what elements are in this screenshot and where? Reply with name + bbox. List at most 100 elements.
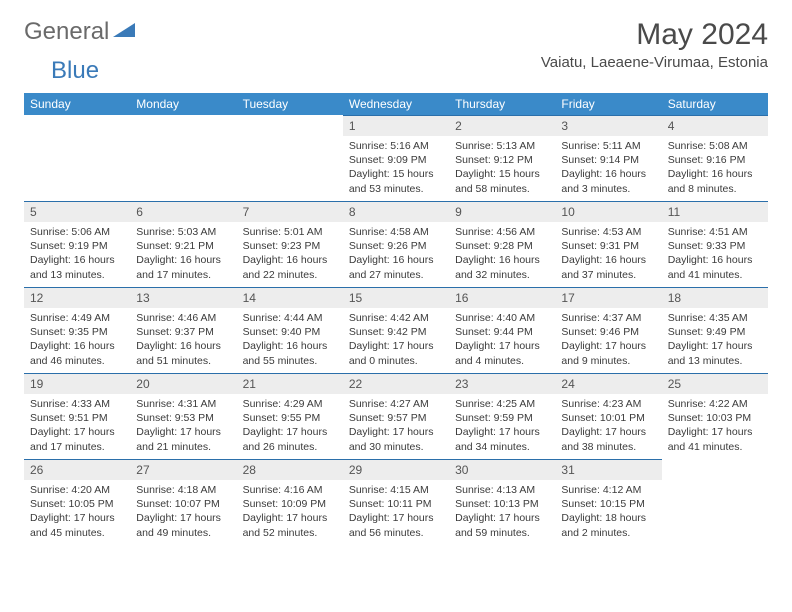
day-number: 15 [343, 287, 449, 308]
weekday-header: Sunday [24, 93, 130, 115]
day-number: 16 [449, 287, 555, 308]
day-number: 13 [130, 287, 236, 308]
day-details: Sunrise: 5:13 AMSunset: 9:12 PMDaylight:… [449, 136, 555, 196]
calendar-cell: 9Sunrise: 4:56 AMSunset: 9:28 PMDaylight… [449, 201, 555, 287]
day-number: 10 [555, 201, 661, 222]
weekday-header: Monday [130, 93, 236, 115]
day-details: Sunrise: 4:35 AMSunset: 9:49 PMDaylight:… [662, 308, 768, 368]
day-details: Sunrise: 4:18 AMSunset: 10:07 PMDaylight… [130, 480, 236, 540]
logo-word1: General [24, 18, 109, 46]
day-number: 23 [449, 373, 555, 394]
day-details: Sunrise: 4:15 AMSunset: 10:11 PMDaylight… [343, 480, 449, 540]
calendar-cell: 13Sunrise: 4:46 AMSunset: 9:37 PMDayligh… [130, 287, 236, 373]
day-number: 24 [555, 373, 661, 394]
month-title: May 2024 [541, 18, 768, 52]
calendar-cell: 24Sunrise: 4:23 AMSunset: 10:01 PMDaylig… [555, 373, 661, 459]
day-number: 1 [343, 115, 449, 136]
calendar-cell: 21Sunrise: 4:29 AMSunset: 9:55 PMDayligh… [237, 373, 343, 459]
weekday-header: Friday [555, 93, 661, 115]
day-details: Sunrise: 4:51 AMSunset: 9:33 PMDaylight:… [662, 222, 768, 282]
day-number: 18 [662, 287, 768, 308]
calendar-cell: 27Sunrise: 4:18 AMSunset: 10:07 PMDaylig… [130, 459, 236, 545]
day-number: 30 [449, 459, 555, 480]
calendar-cell: 29Sunrise: 4:15 AMSunset: 10:11 PMDaylig… [343, 459, 449, 545]
calendar-cell [237, 115, 343, 201]
weekday-header: Saturday [662, 93, 768, 115]
calendar-cell: 20Sunrise: 4:31 AMSunset: 9:53 PMDayligh… [130, 373, 236, 459]
calendar-row: 1Sunrise: 5:16 AMSunset: 9:09 PMDaylight… [24, 115, 768, 201]
calendar-cell: 12Sunrise: 4:49 AMSunset: 9:35 PMDayligh… [24, 287, 130, 373]
day-number: 7 [237, 201, 343, 222]
logo: General [24, 18, 135, 46]
day-number: 29 [343, 459, 449, 480]
calendar-cell: 1Sunrise: 5:16 AMSunset: 9:09 PMDaylight… [343, 115, 449, 201]
day-number: 5 [24, 201, 130, 222]
calendar-cell: 10Sunrise: 4:53 AMSunset: 9:31 PMDayligh… [555, 201, 661, 287]
day-details: Sunrise: 4:22 AMSunset: 10:03 PMDaylight… [662, 394, 768, 454]
day-details: Sunrise: 4:23 AMSunset: 10:01 PMDaylight… [555, 394, 661, 454]
day-number: 28 [237, 459, 343, 480]
day-number: 9 [449, 201, 555, 222]
calendar-cell: 31Sunrise: 4:12 AMSunset: 10:15 PMDaylig… [555, 459, 661, 545]
day-details: Sunrise: 4:25 AMSunset: 9:59 PMDaylight:… [449, 394, 555, 454]
calendar-cell: 7Sunrise: 5:01 AMSunset: 9:23 PMDaylight… [237, 201, 343, 287]
day-number: 22 [343, 373, 449, 394]
day-number: 3 [555, 115, 661, 136]
logo-triangle-icon [113, 16, 135, 44]
empty-cell [24, 115, 130, 135]
calendar-cell: 2Sunrise: 5:13 AMSunset: 9:12 PMDaylight… [449, 115, 555, 201]
calendar-body: 1Sunrise: 5:16 AMSunset: 9:09 PMDaylight… [24, 115, 768, 545]
calendar-cell [662, 459, 768, 545]
calendar-cell: 8Sunrise: 4:58 AMSunset: 9:26 PMDaylight… [343, 201, 449, 287]
calendar-cell: 26Sunrise: 4:20 AMSunset: 10:05 PMDaylig… [24, 459, 130, 545]
day-number: 26 [24, 459, 130, 480]
day-number: 6 [130, 201, 236, 222]
day-details: Sunrise: 5:01 AMSunset: 9:23 PMDaylight:… [237, 222, 343, 282]
calendar-row: 19Sunrise: 4:33 AMSunset: 9:51 PMDayligh… [24, 373, 768, 459]
calendar-cell [130, 115, 236, 201]
day-details: Sunrise: 5:16 AMSunset: 9:09 PMDaylight:… [343, 136, 449, 196]
calendar-cell: 4Sunrise: 5:08 AMSunset: 9:16 PMDaylight… [662, 115, 768, 201]
day-number: 19 [24, 373, 130, 394]
weekday-header-row: Sunday Monday Tuesday Wednesday Thursday… [24, 93, 768, 115]
day-details: Sunrise: 4:53 AMSunset: 9:31 PMDaylight:… [555, 222, 661, 282]
calendar-cell: 5Sunrise: 5:06 AMSunset: 9:19 PMDaylight… [24, 201, 130, 287]
calendar-cell: 22Sunrise: 4:27 AMSunset: 9:57 PMDayligh… [343, 373, 449, 459]
day-number: 11 [662, 201, 768, 222]
calendar-cell: 30Sunrise: 4:13 AMSunset: 10:13 PMDaylig… [449, 459, 555, 545]
calendar-cell: 17Sunrise: 4:37 AMSunset: 9:46 PMDayligh… [555, 287, 661, 373]
calendar-cell: 23Sunrise: 4:25 AMSunset: 9:59 PMDayligh… [449, 373, 555, 459]
day-number: 31 [555, 459, 661, 480]
day-details: Sunrise: 4:33 AMSunset: 9:51 PMDaylight:… [24, 394, 130, 454]
calendar-cell: 11Sunrise: 4:51 AMSunset: 9:33 PMDayligh… [662, 201, 768, 287]
day-details: Sunrise: 4:40 AMSunset: 9:44 PMDaylight:… [449, 308, 555, 368]
day-number: 12 [24, 287, 130, 308]
day-number: 4 [662, 115, 768, 136]
calendar-cell: 18Sunrise: 4:35 AMSunset: 9:49 PMDayligh… [662, 287, 768, 373]
day-details: Sunrise: 4:29 AMSunset: 9:55 PMDaylight:… [237, 394, 343, 454]
day-number: 14 [237, 287, 343, 308]
weekday-header: Tuesday [237, 93, 343, 115]
day-details: Sunrise: 5:03 AMSunset: 9:21 PMDaylight:… [130, 222, 236, 282]
calendar-row: 5Sunrise: 5:06 AMSunset: 9:19 PMDaylight… [24, 201, 768, 287]
day-details: Sunrise: 5:11 AMSunset: 9:14 PMDaylight:… [555, 136, 661, 196]
day-details: Sunrise: 4:37 AMSunset: 9:46 PMDaylight:… [555, 308, 661, 368]
calendar-row: 12Sunrise: 4:49 AMSunset: 9:35 PMDayligh… [24, 287, 768, 373]
day-details: Sunrise: 5:06 AMSunset: 9:19 PMDaylight:… [24, 222, 130, 282]
day-details: Sunrise: 4:44 AMSunset: 9:40 PMDaylight:… [237, 308, 343, 368]
day-details: Sunrise: 4:12 AMSunset: 10:15 PMDaylight… [555, 480, 661, 540]
day-details: Sunrise: 4:42 AMSunset: 9:42 PMDaylight:… [343, 308, 449, 368]
calendar-cell: 3Sunrise: 5:11 AMSunset: 9:14 PMDaylight… [555, 115, 661, 201]
day-details: Sunrise: 4:13 AMSunset: 10:13 PMDaylight… [449, 480, 555, 540]
day-number: 25 [662, 373, 768, 394]
weekday-header: Wednesday [343, 93, 449, 115]
calendar-cell [24, 115, 130, 201]
calendar-table: Sunday Monday Tuesday Wednesday Thursday… [24, 93, 768, 545]
logo-word2: Blue [51, 57, 99, 84]
calendar-cell: 15Sunrise: 4:42 AMSunset: 9:42 PMDayligh… [343, 287, 449, 373]
day-details: Sunrise: 4:56 AMSunset: 9:28 PMDaylight:… [449, 222, 555, 282]
day-number: 20 [130, 373, 236, 394]
weekday-header: Thursday [449, 93, 555, 115]
day-details: Sunrise: 4:58 AMSunset: 9:26 PMDaylight:… [343, 222, 449, 282]
calendar-cell: 16Sunrise: 4:40 AMSunset: 9:44 PMDayligh… [449, 287, 555, 373]
